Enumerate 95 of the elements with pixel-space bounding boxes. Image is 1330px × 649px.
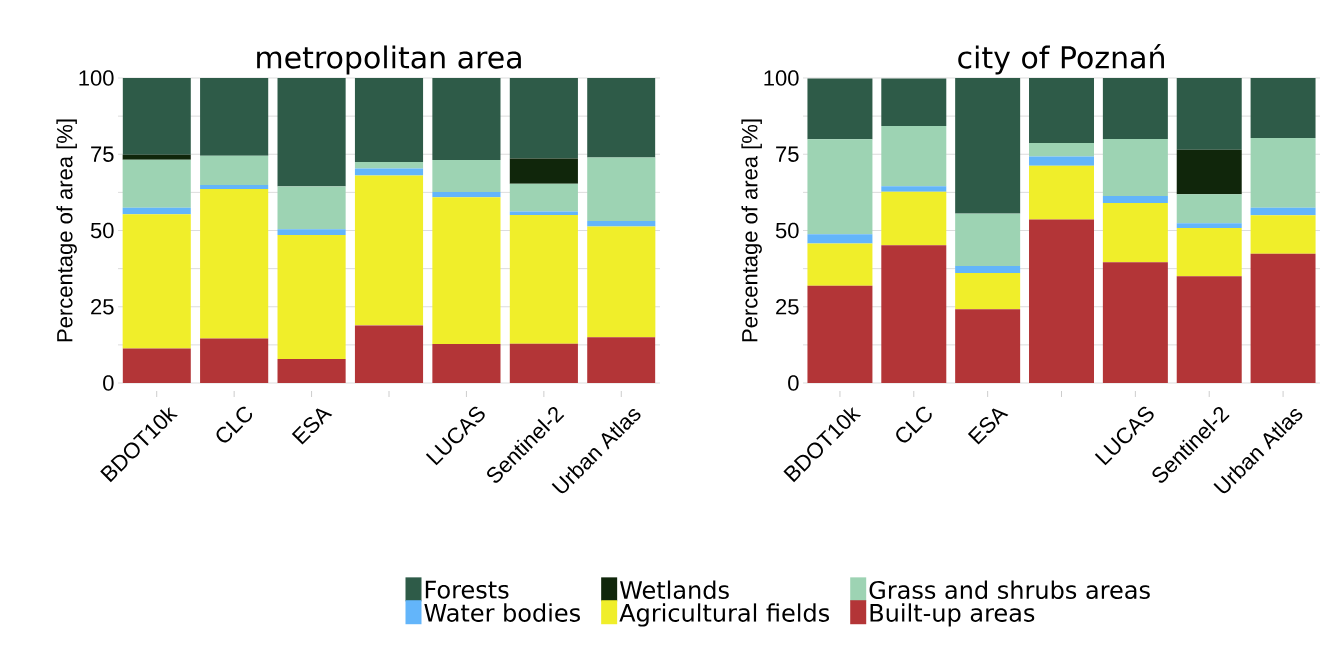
- bar: [807, 234, 873, 244]
- bar: [200, 185, 269, 190]
- y-axis-title: Percentage of area [%]: [56, 119, 77, 342]
- bar: [432, 192, 501, 198]
- bar: [955, 78, 1021, 214]
- bar: [509, 158, 578, 184]
- bar: [1250, 215, 1316, 254]
- bar: [881, 78, 947, 126]
- bar: [122, 348, 191, 383]
- y-tick-label: 0: [103, 375, 114, 391]
- y-tick-label: 75: [776, 146, 799, 162]
- bar: [1029, 156, 1095, 166]
- bar: [1176, 223, 1242, 229]
- bar: [1029, 142, 1095, 157]
- y-tick-label: 100: [764, 70, 799, 86]
- bar: [881, 191, 947, 246]
- bar: [122, 214, 191, 349]
- bar: [509, 214, 578, 344]
- bar: [509, 343, 578, 383]
- legend-label: Water bodies: [424, 603, 580, 622]
- bar: [1250, 138, 1316, 208]
- bar: [807, 285, 873, 383]
- chart-title: city of Poznań: [958, 44, 1164, 75]
- bar: [1176, 276, 1242, 383]
- bar: [955, 213, 1021, 266]
- bar: [354, 161, 424, 169]
- bar: [1102, 196, 1168, 204]
- legend-label: Agricultural fields: [619, 603, 830, 627]
- bar: [277, 358, 346, 383]
- y-tick-label: 0: [788, 375, 799, 391]
- bar: [432, 343, 501, 383]
- bar: [807, 78, 873, 140]
- y-tick-label: 50: [90, 222, 114, 239]
- bar: [1029, 165, 1095, 220]
- bar: [200, 78, 269, 156]
- bar: [122, 78, 191, 155]
- bar: [1029, 78, 1095, 143]
- bar: [277, 235, 346, 359]
- legend-label: Grass and shrubs areas: [869, 580, 1150, 600]
- bar: [122, 154, 191, 160]
- y-tick-label: 50: [775, 222, 799, 239]
- bar: [587, 226, 656, 338]
- bar: [122, 159, 191, 208]
- bar: [1250, 78, 1316, 139]
- bar: [432, 197, 501, 344]
- bar: [955, 309, 1021, 383]
- bar: [955, 272, 1021, 310]
- bar: [881, 186, 947, 192]
- bar: [354, 168, 424, 176]
- bar: [200, 189, 269, 339]
- bar: [1250, 207, 1316, 216]
- bar: [955, 265, 1021, 273]
- x-tick-label: ESA: [291, 408, 333, 445]
- bar: [881, 245, 947, 383]
- bar: [807, 139, 873, 235]
- bar: [277, 186, 346, 230]
- bar: [200, 338, 269, 383]
- chart-title: metropolitan area: [257, 45, 521, 75]
- y-tick-label: 75: [91, 146, 114, 162]
- legend-label: Built-up areas: [870, 603, 1035, 627]
- bar: [277, 229, 346, 236]
- x-tick-label: CLC: [896, 406, 932, 443]
- bar: [1029, 219, 1095, 383]
- legend-label: Forests: [425, 580, 509, 599]
- bar: [1176, 149, 1242, 195]
- bar: [354, 175, 424, 326]
- x-tick-label: ESA: [967, 408, 1009, 445]
- bar: [587, 221, 656, 227]
- y-tick-label: 25: [776, 298, 799, 315]
- bar: [807, 243, 873, 286]
- y-axis-title: Percentage of area [%]: [741, 119, 762, 342]
- bar: [1102, 139, 1168, 197]
- bar: [354, 325, 424, 383]
- bar: [509, 183, 578, 212]
- legend-label: Wetlands: [619, 580, 729, 600]
- y-tick-label: 100: [79, 70, 114, 86]
- bar: [1176, 194, 1242, 224]
- bar: [432, 78, 501, 161]
- bar: [881, 125, 947, 187]
- bar: [1102, 203, 1168, 263]
- bar: [587, 157, 656, 222]
- bar: [1176, 228, 1242, 277]
- y-tick-label: 25: [91, 298, 114, 315]
- bar: [354, 78, 424, 162]
- x-tick-label: CLC: [216, 406, 253, 443]
- bar: [1250, 253, 1316, 383]
- bar: [432, 160, 501, 193]
- bar: [1102, 78, 1168, 139]
- bar: [587, 337, 656, 383]
- bar: [587, 78, 656, 158]
- bar: [509, 78, 578, 159]
- bar: [1176, 78, 1242, 150]
- bar: [1102, 262, 1168, 383]
- bar: [200, 155, 269, 186]
- bar: [277, 78, 346, 187]
